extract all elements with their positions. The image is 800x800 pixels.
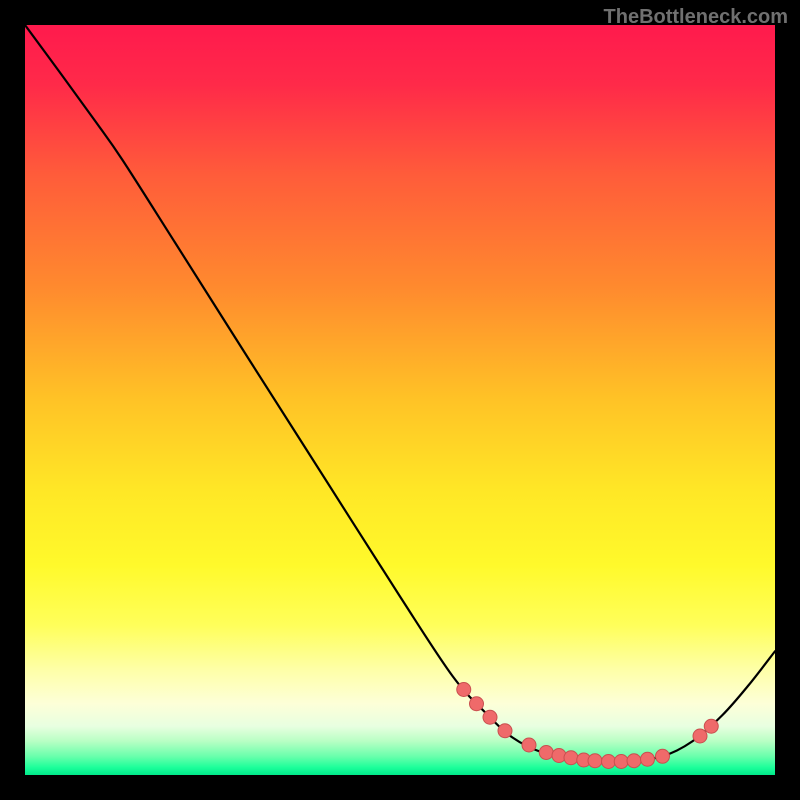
marker-dot <box>457 683 471 697</box>
markers-group <box>457 683 719 769</box>
marker-dot <box>522 738 536 752</box>
marker-dot <box>539 746 553 760</box>
marker-dot <box>627 754 641 768</box>
marker-dot <box>656 749 670 763</box>
curve-path <box>25 25 775 762</box>
chart-svg <box>25 25 775 775</box>
marker-dot <box>588 754 602 768</box>
marker-dot <box>498 724 512 738</box>
marker-dot <box>470 697 484 711</box>
watermark-text: TheBottleneck.com <box>604 6 788 29</box>
marker-dot <box>704 719 718 733</box>
marker-dot <box>641 752 655 766</box>
marker-dot <box>614 755 628 769</box>
marker-dot <box>693 729 707 743</box>
marker-dot <box>564 751 578 765</box>
marker-dot <box>483 710 497 724</box>
plot-area <box>25 25 775 775</box>
marker-dot <box>602 755 616 769</box>
